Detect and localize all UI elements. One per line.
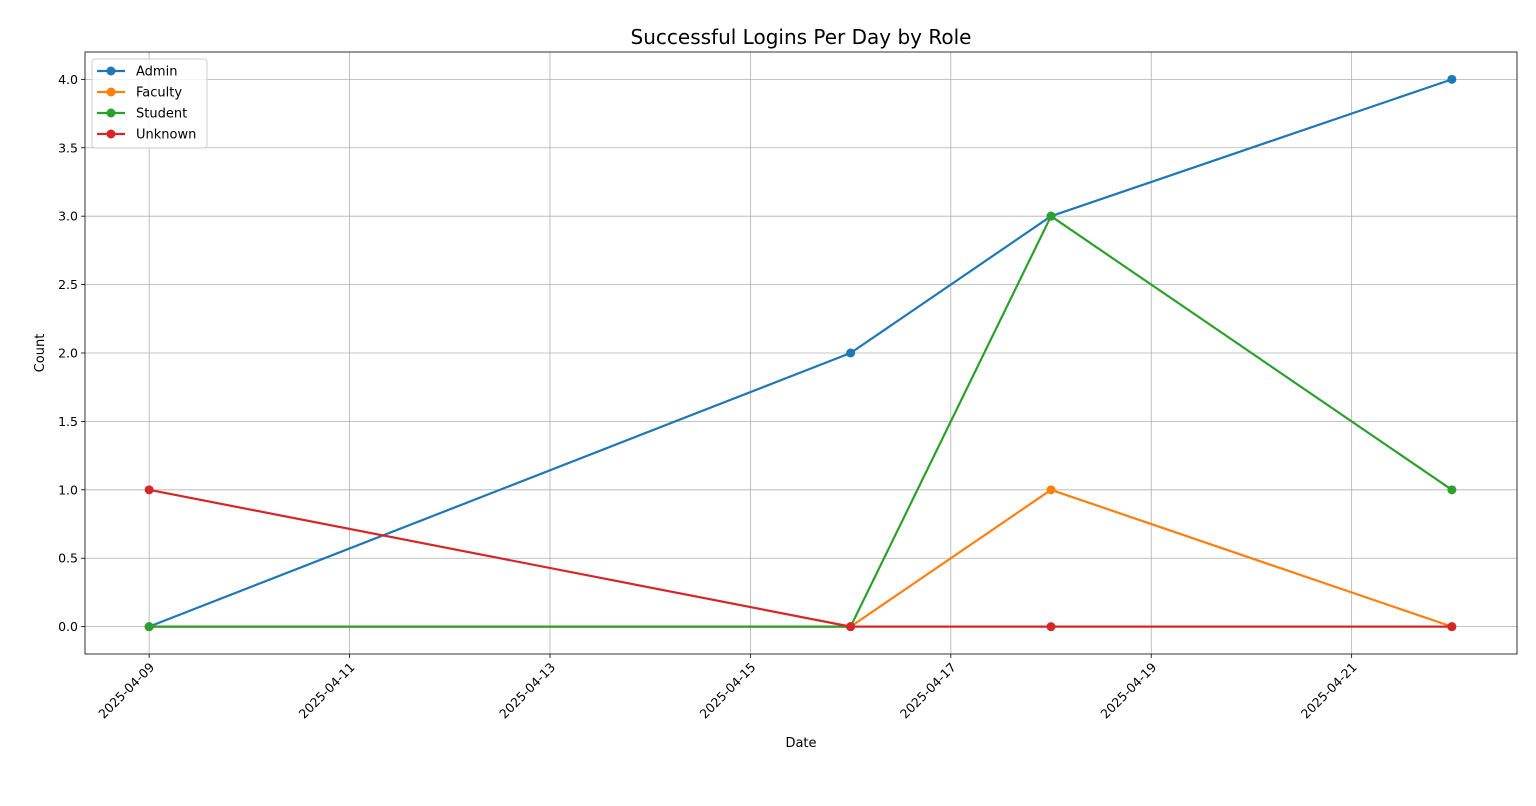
series-line-student (149, 215, 1453, 628)
legend-label-student: Student (136, 107, 187, 122)
grid-layer (85, 52, 1517, 654)
y-tick-label: 2.0 (58, 346, 78, 361)
data-point-admin (846, 348, 856, 358)
legend-marker-admin (106, 66, 116, 76)
y-tick-label: 3.5 (58, 140, 78, 155)
series-line-unknown (148, 488, 1452, 628)
data-point-unknown (1046, 622, 1056, 632)
y-tick-label: 1.0 (58, 482, 78, 497)
y-tick-label: 2.5 (58, 277, 78, 292)
data-point-unknown (144, 485, 154, 495)
y-tick-label: 0.5 (58, 551, 78, 566)
data-point-unknown (1447, 622, 1457, 632)
y-tick-label: 0.0 (58, 619, 78, 634)
series-line-admin (148, 78, 1453, 628)
data-point-student (1046, 211, 1056, 221)
data-point-student (1447, 485, 1457, 495)
y-axis-label: Count (33, 334, 48, 373)
series-unknown (144, 485, 1457, 632)
y-tick-label: 3.0 (58, 209, 78, 224)
chart-title: Successful Logins Per Day by Role (631, 25, 972, 49)
data-point-faculty (1046, 485, 1056, 495)
y-tick-label: 4.0 (58, 72, 78, 87)
data-point-unknown (846, 622, 856, 632)
data-point-admin (1447, 74, 1457, 84)
x-axis-label: Date (785, 736, 816, 751)
legend-label-faculty: Faculty (136, 86, 182, 101)
series-layer (144, 74, 1457, 632)
legend-marker-student (106, 108, 116, 118)
legend-marker-faculty (106, 87, 116, 97)
legend-marker-unknown (106, 129, 116, 139)
data-point-student (144, 622, 154, 632)
legend-box (91, 58, 208, 149)
legend-label-unknown: Unknown (136, 128, 196, 143)
y-tick-label: 1.5 (58, 414, 78, 429)
legend-label-admin: Admin (136, 65, 177, 80)
legend: Admin Faculty Student Unknown (91, 58, 208, 149)
